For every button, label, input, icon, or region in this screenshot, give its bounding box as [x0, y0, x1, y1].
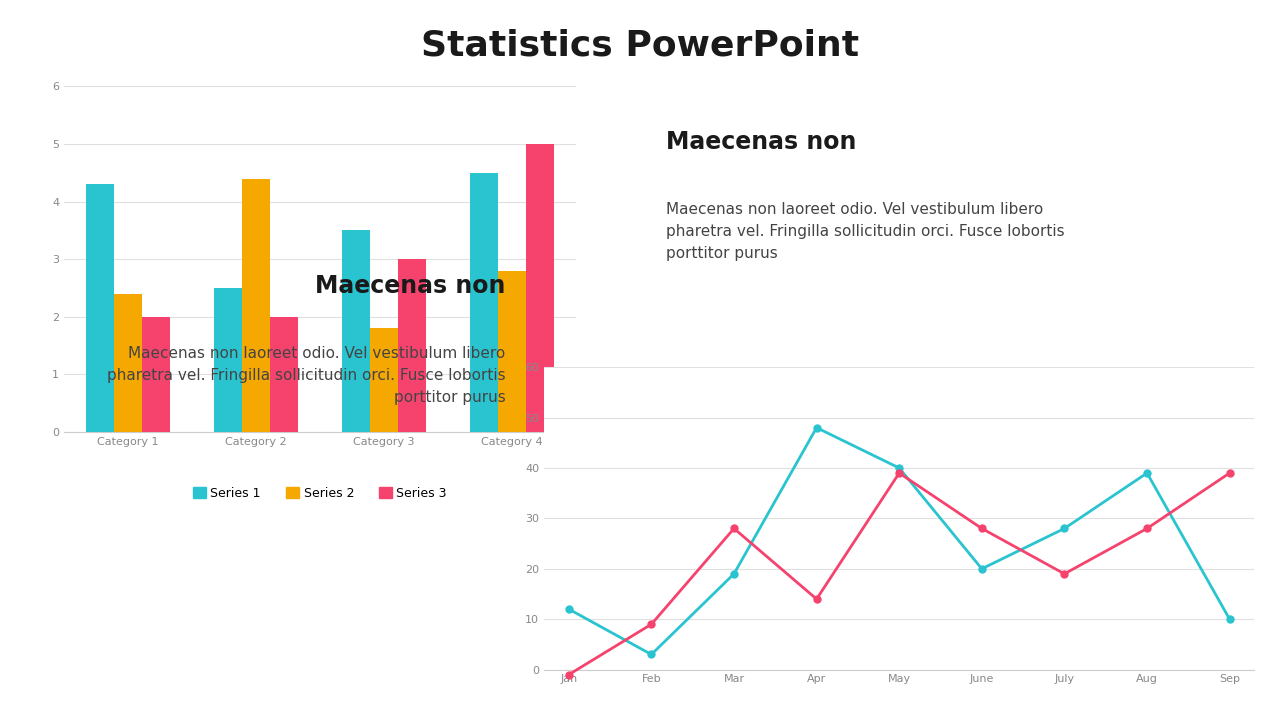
- Bar: [342, 230, 370, 432]
- Bar: [86, 184, 114, 432]
- Bar: [526, 144, 554, 432]
- Text: Maecenas non: Maecenas non: [315, 274, 506, 297]
- Bar: [270, 317, 298, 432]
- Bar: [498, 271, 526, 432]
- Bar: [398, 259, 426, 432]
- Legend: Series 1, Series 2, Series 3: Series 1, Series 2, Series 3: [193, 487, 447, 500]
- Bar: [214, 288, 242, 432]
- Bar: [242, 179, 270, 432]
- Bar: [114, 294, 142, 432]
- Bar: [142, 317, 170, 432]
- Text: Statistics PowerPoint: Statistics PowerPoint: [421, 29, 859, 63]
- Text: Maecenas non laoreet odio. Vel vestibulum libero
pharetra vel. Fringilla sollici: Maecenas non laoreet odio. Vel vestibulu…: [666, 202, 1064, 261]
- Text: Maecenas non laoreet odio. Vel vestibulum libero
pharetra vel. Fringilla sollici: Maecenas non laoreet odio. Vel vestibulu…: [108, 346, 506, 405]
- Bar: [470, 173, 498, 432]
- Text: Maecenas non: Maecenas non: [666, 130, 856, 153]
- Bar: [370, 328, 398, 432]
